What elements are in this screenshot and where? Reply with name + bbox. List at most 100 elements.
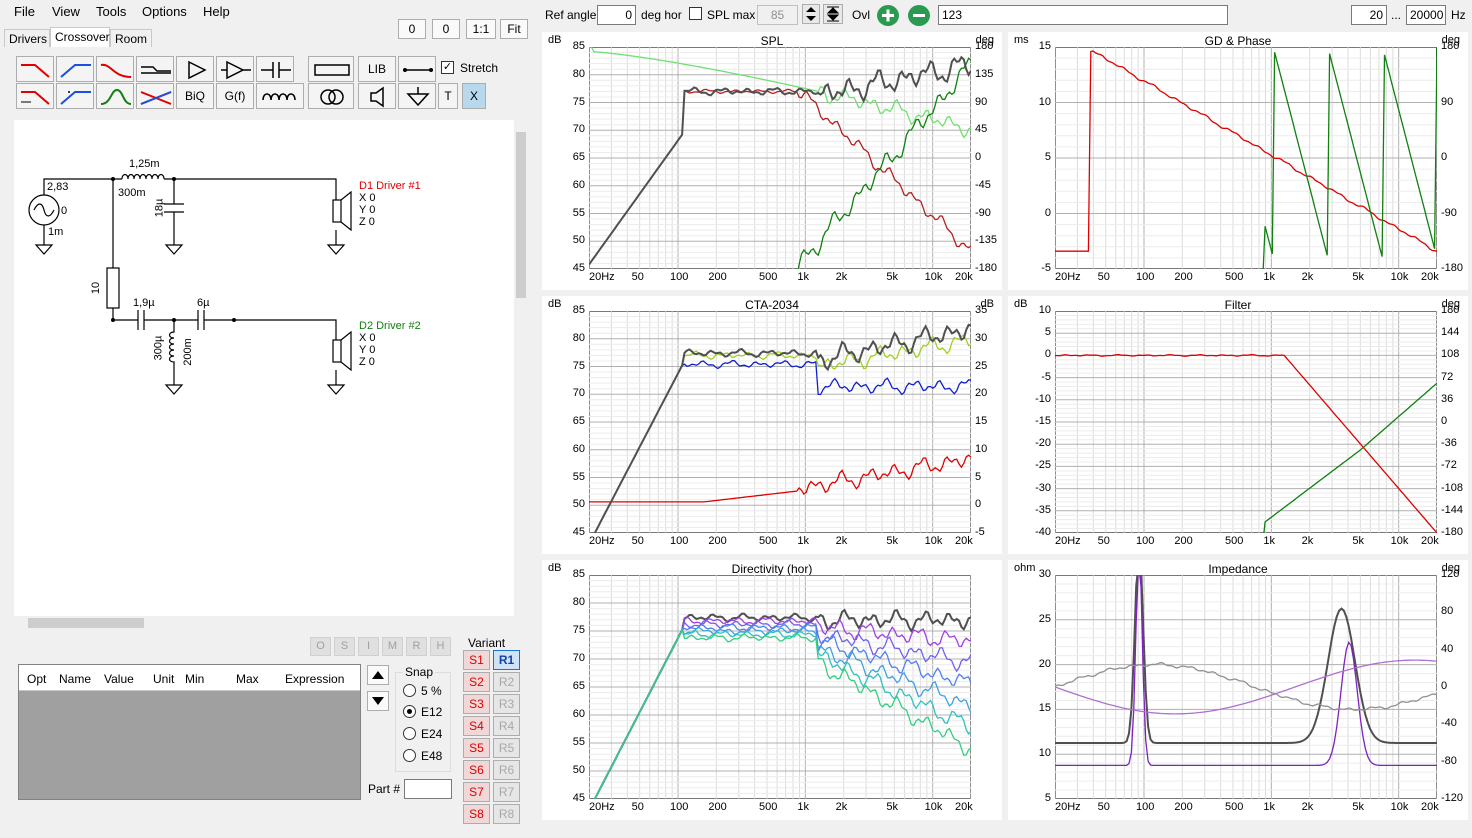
resistor-icon[interactable] xyxy=(308,56,354,82)
stretch-checkbox[interactable]: ✓ xyxy=(441,61,454,74)
toggle-s-button[interactable]: S xyxy=(334,637,355,656)
variant-s4-button[interactable]: S4 xyxy=(463,716,490,736)
toggle-h-button[interactable]: H xyxy=(430,637,451,656)
highpass-2-button[interactable] xyxy=(56,83,94,109)
variant-r2-button[interactable]: R2 xyxy=(493,672,520,692)
col-value[interactable]: Value xyxy=(104,672,134,686)
col-unit[interactable]: Unit xyxy=(153,672,175,686)
tab-room[interactable]: Room xyxy=(110,29,152,47)
source-resistance[interactable]: 1m xyxy=(48,226,64,238)
zero-button-b[interactable]: 0 xyxy=(432,19,460,39)
source-phase[interactable]: 0 xyxy=(61,205,68,217)
l1-resistance[interactable]: 300m xyxy=(118,187,146,199)
c3-value[interactable]: 6µ xyxy=(197,297,210,309)
variant-s5-button[interactable]: S5 xyxy=(463,738,490,758)
col-min[interactable]: Min xyxy=(185,672,205,686)
driver2-label[interactable]: D2 Driver #2 xyxy=(359,320,421,332)
source-voltage[interactable]: 2,83 xyxy=(47,181,69,193)
menu-file[interactable]: File xyxy=(14,4,35,19)
snap-e48-radio[interactable] xyxy=(403,749,416,762)
range-toggle-icon[interactable] xyxy=(823,4,843,24)
variant-r7-button[interactable]: R7 xyxy=(493,782,520,802)
transfer-function-button[interactable]: G(f) xyxy=(216,83,254,109)
snap-e24-radio[interactable] xyxy=(403,727,416,740)
opamp-icon[interactable] xyxy=(216,56,254,82)
highpass-1-button[interactable] xyxy=(56,56,94,82)
variant-r3-button[interactable]: R3 xyxy=(493,694,520,714)
l2-value[interactable]: 300µ xyxy=(152,335,165,361)
toggle-i-button[interactable]: I xyxy=(358,637,379,656)
menu-options[interactable]: Options xyxy=(142,4,187,19)
ratio-button[interactable]: 1:1 xyxy=(466,19,496,39)
schematic-hscroll[interactable] xyxy=(14,616,514,630)
ground-icon[interactable] xyxy=(398,83,436,109)
spl-chart[interactable]: SPL dB deg 85 80 75 70 65 60 55 50 45 180 135 90 45 0 -45… xyxy=(542,32,1002,290)
driver1-label[interactable]: D1 Driver #1 xyxy=(359,180,421,192)
cta-plot-area[interactable] xyxy=(589,311,971,533)
gd-plot-area[interactable] xyxy=(1055,47,1437,269)
dir-plot-area[interactable] xyxy=(589,575,971,799)
variant-s1-button[interactable]: S1 xyxy=(463,650,490,670)
gd-chart[interactable]: GD & Phase ms deg 15 10 5 0 -5 180 90 0 -90 -180 20Hz… xyxy=(1008,32,1468,290)
toggle-o-button[interactable]: O xyxy=(310,637,331,656)
transformer-icon[interactable] xyxy=(308,83,354,109)
col-name[interactable]: Name xyxy=(59,672,92,686)
freq-min-input[interactable]: 20 xyxy=(1351,5,1387,25)
capacitor-icon[interactable] xyxy=(256,56,294,82)
col-max[interactable]: Max xyxy=(236,672,259,686)
bandpass-button[interactable] xyxy=(96,56,134,82)
filter-plot-area[interactable] xyxy=(1055,311,1437,533)
variant-r8-button[interactable]: R8 xyxy=(493,804,520,824)
l2-resistance[interactable]: 200m xyxy=(181,338,194,366)
c2-value[interactable]: 1,9µ xyxy=(133,297,155,309)
wire-icon[interactable] xyxy=(398,56,436,82)
imp-plot-area[interactable] xyxy=(1055,575,1437,799)
menu-view[interactable]: View xyxy=(52,4,80,19)
freq-max-input[interactable]: 20000 xyxy=(1406,5,1446,25)
tab-crossover[interactable]: Crossover xyxy=(50,27,110,47)
variant-r4-button[interactable]: R4 xyxy=(493,716,520,736)
part-number-input[interactable] xyxy=(404,779,452,799)
notch-button[interactable] xyxy=(136,83,174,109)
toggle-m-button[interactable]: M xyxy=(382,637,403,656)
zero-button-a[interactable]: 0 xyxy=(398,19,426,39)
menu-help[interactable]: Help xyxy=(203,4,230,19)
lib-button[interactable]: LIB xyxy=(358,56,396,82)
spl-plot-area[interactable] xyxy=(589,47,971,269)
move-down-button[interactable] xyxy=(367,691,389,711)
overlay-input[interactable]: 123 xyxy=(938,5,1228,25)
col-expression[interactable]: Expression xyxy=(285,672,345,686)
lowpass-1-button[interactable] xyxy=(16,56,54,82)
fit-button[interactable]: Fit xyxy=(500,19,528,39)
move-up-button[interactable] xyxy=(367,665,389,685)
spl-max-checkbox[interactable] xyxy=(689,7,702,20)
variant-s8-button[interactable]: S8 xyxy=(463,804,490,824)
spl-max-input[interactable]: 85 xyxy=(757,5,798,25)
buffer-icon[interactable] xyxy=(176,56,214,82)
add-overlay-icon[interactable] xyxy=(877,5,899,26)
allpass-button[interactable] xyxy=(136,56,174,82)
col-opt[interactable]: Opt xyxy=(27,672,47,686)
menu-tools[interactable]: Tools xyxy=(96,4,127,19)
remove-overlay-icon[interactable] xyxy=(908,5,930,26)
variant-r1-button[interactable]: R1 xyxy=(493,650,520,670)
variant-r5-button[interactable]: R5 xyxy=(493,738,520,758)
imp-chart[interactable]: Impedance ohm deg 30 25 20 15 10 5 120 80 40 0 -40 -80… xyxy=(1008,560,1468,820)
schematic-canvas[interactable]: 2,83 0 1m 1,25m 300m 18µ 10 1,9µ 6µ 300µ… xyxy=(14,120,514,616)
filter-chart[interactable]: Filter dB deg 10 5 0 -5 -10 -15 -20 -25 -30 -35 -40 18… xyxy=(1008,296,1468,554)
parameter-grid[interactable]: Opt Name Value Unit Min Max Expression xyxy=(18,664,361,800)
variant-s7-button[interactable]: S7 xyxy=(463,782,490,802)
toggle-r-button[interactable]: R xyxy=(406,637,427,656)
variant-s6-button[interactable]: S6 xyxy=(463,760,490,780)
peak-button[interactable] xyxy=(96,83,134,109)
ref-angle-input[interactable]: 0 xyxy=(597,5,636,25)
dir-chart[interactable]: Directivity (hor) dB 85 80 75 70 65 60 55 50 45 20H… xyxy=(542,560,1002,820)
speaker-icon[interactable] xyxy=(358,83,396,109)
snap-e12-radio[interactable] xyxy=(403,705,416,718)
biquad-button[interactable]: BiQ xyxy=(176,83,214,109)
spl-max-spin[interactable] xyxy=(802,4,820,24)
t-button[interactable]: T xyxy=(438,83,458,109)
lowpass-2-button[interactable] xyxy=(16,83,54,109)
r1-value[interactable]: 10 xyxy=(90,281,103,295)
snap-5pct-radio[interactable] xyxy=(403,684,416,697)
